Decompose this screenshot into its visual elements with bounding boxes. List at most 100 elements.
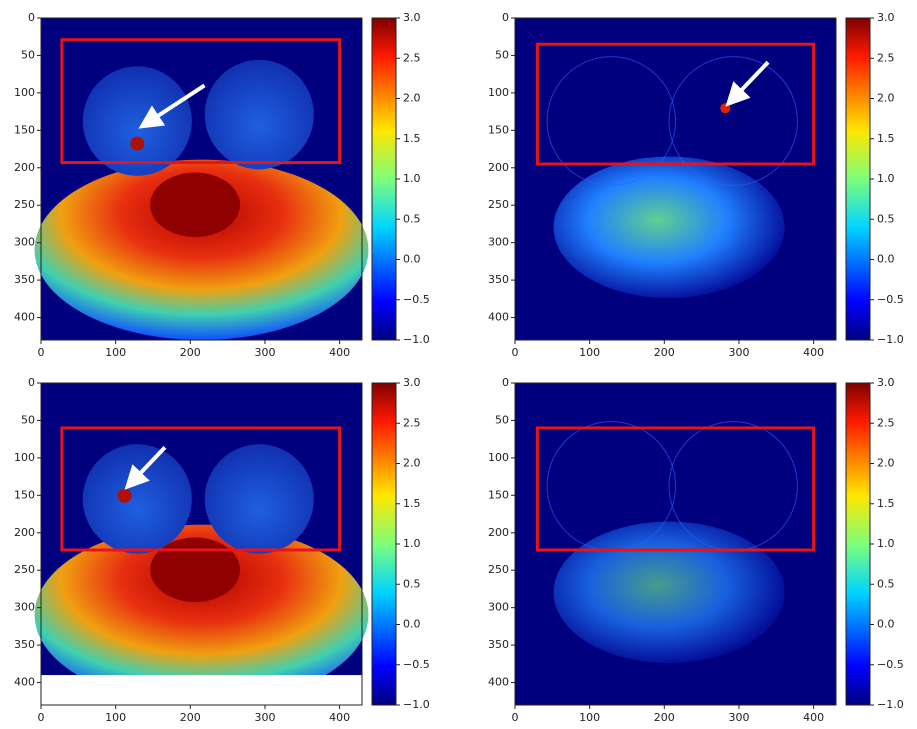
x-tick-label: 0 [38, 711, 45, 724]
y-tick-label: 150 [488, 123, 509, 136]
lesion [130, 137, 144, 151]
colorbar [372, 18, 396, 340]
colorbar-tick-label: 1.5 [403, 497, 421, 510]
y-tick-label: 400 [488, 676, 509, 689]
x-tick-label: 400 [803, 711, 824, 724]
colorbar [372, 383, 396, 705]
y-tick-label: 250 [488, 563, 509, 576]
y-tick-label: 350 [14, 273, 35, 286]
colorbar-tick-label: 3.0 [877, 11, 895, 24]
x-tick-label: 200 [654, 711, 675, 724]
y-tick-label: 300 [14, 601, 35, 614]
y-tick-label: 250 [488, 198, 509, 211]
colorbar-tick-label: −0.5 [403, 658, 430, 671]
y-tick-label: 350 [488, 273, 509, 286]
y-tick-label: 250 [14, 198, 35, 211]
colorbar-tick-label: 1.0 [877, 537, 895, 550]
colorbar-tick-label: 2.5 [877, 51, 895, 64]
y-tick-label: 400 [14, 676, 35, 689]
y-tick-label: 250 [14, 563, 35, 576]
x-tick-label: 100 [579, 346, 600, 359]
x-tick-label: 0 [38, 346, 45, 359]
colorbar-tick-label: 2.0 [877, 92, 895, 105]
colorbar-tick-label: −0.5 [877, 658, 904, 671]
page: {"chart_data": [ {"type": "heatmap", "xl… [0, 0, 917, 729]
x-tick-label: 200 [180, 346, 201, 359]
x-tick-label: 300 [254, 346, 275, 359]
y-tick-label: 150 [14, 123, 35, 136]
x-tick-label: 100 [105, 711, 126, 724]
y-tick-label: 350 [14, 638, 35, 651]
figure: 0 100 200 300 400 0 50 100 150 200 250 300 350 400 −1.… [0, 0, 917, 725]
y-tick-label: 100 [488, 451, 509, 464]
y-tick-label: 200 [14, 161, 35, 174]
colorbar-tick-label: 2.0 [403, 92, 421, 105]
breast-region [205, 60, 314, 169]
colorbar-tick-label: 1.5 [877, 497, 895, 510]
colorbar-tick-label: 0.0 [403, 253, 421, 266]
image-edge [41, 675, 362, 705]
breast-region [83, 444, 192, 553]
colorbar-tick-label: −0.5 [877, 293, 904, 306]
colorbar-tick-label: 2.5 [403, 416, 421, 429]
y-tick-label: 50 [495, 48, 509, 61]
y-tick-label: 100 [488, 86, 509, 99]
colorbar-tick-label: −1.0 [403, 698, 430, 711]
body-region [554, 521, 785, 663]
y-tick-label: 0 [28, 376, 35, 389]
y-tick-label: 0 [28, 11, 35, 24]
x-tick-label: 0 [512, 711, 519, 724]
lesion [720, 103, 730, 113]
x-tick-label: 400 [329, 346, 350, 359]
colorbar-tick-label: 0.0 [877, 618, 895, 631]
y-tick-label: 100 [14, 451, 35, 464]
colorbar-tick-label: 0.0 [403, 618, 421, 631]
colorbar-tick-label: −0.5 [403, 293, 430, 306]
colorbar-tick-label: 3.0 [403, 376, 421, 389]
colorbar-tick-label: 1.0 [403, 537, 421, 550]
colorbar-tick-label: 0.5 [403, 212, 421, 225]
y-tick-label: 50 [21, 413, 35, 426]
colorbar-tick-label: 3.0 [877, 376, 895, 389]
colorbar [846, 18, 870, 340]
colorbar-tick-label: 2.0 [877, 457, 895, 470]
y-tick-label: 150 [14, 488, 35, 501]
colorbar-tick-label: 1.5 [403, 132, 421, 145]
colorbar-tick-label: 2.5 [877, 416, 895, 429]
colorbar-tick-label: 0.5 [877, 577, 895, 590]
breast-region [205, 444, 314, 553]
y-tick-label: 200 [488, 526, 509, 539]
core-region [150, 538, 240, 602]
colorbar [846, 383, 870, 705]
y-tick-label: 0 [502, 11, 509, 24]
colorbar-tick-label: 1.0 [403, 172, 421, 185]
colorbar-tick-label: 2.0 [403, 457, 421, 470]
panel: 0100200300400050100150200250300350400−1.… [14, 11, 430, 359]
colorbar-tick-label: 1.5 [877, 132, 895, 145]
y-tick-label: 200 [488, 161, 509, 174]
colorbar-tick-label: 2.5 [403, 51, 421, 64]
y-tick-label: 50 [495, 413, 509, 426]
y-tick-label: 400 [488, 311, 509, 324]
colorbar-tick-label: −1.0 [877, 698, 904, 711]
x-tick-label: 200 [180, 711, 201, 724]
breast-region [83, 66, 192, 175]
colorbar-tick-label: −1.0 [877, 333, 904, 346]
colorbar-tick-label: 1.0 [877, 172, 895, 185]
x-tick-label: 400 [803, 346, 824, 359]
x-tick-label: 300 [254, 711, 275, 724]
x-tick-label: 0 [512, 346, 519, 359]
y-tick-label: 400 [14, 311, 35, 324]
y-tick-label: 300 [14, 236, 35, 249]
body-region [554, 156, 785, 298]
colorbar-tick-label: 0.0 [877, 253, 895, 266]
colorbar-tick-label: −1.0 [403, 333, 430, 346]
y-tick-label: 50 [21, 48, 35, 61]
y-tick-label: 300 [488, 601, 509, 614]
x-tick-label: 300 [728, 346, 749, 359]
x-tick-label: 400 [329, 711, 350, 724]
y-tick-label: 0 [502, 376, 509, 389]
x-tick-label: 100 [105, 346, 126, 359]
colorbar-tick-label: 0.5 [877, 212, 895, 225]
